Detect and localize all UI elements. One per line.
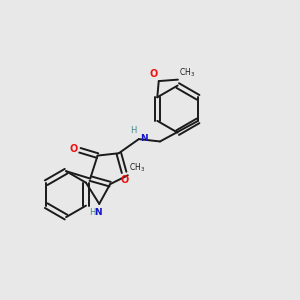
Text: N: N bbox=[140, 134, 148, 143]
Text: H: H bbox=[130, 126, 137, 135]
Text: CH$_3$: CH$_3$ bbox=[129, 162, 145, 174]
Text: N: N bbox=[94, 208, 102, 217]
Text: H: H bbox=[90, 208, 96, 217]
Text: O: O bbox=[150, 69, 158, 79]
Text: CH$_3$: CH$_3$ bbox=[179, 66, 195, 79]
Text: O: O bbox=[70, 144, 78, 154]
Text: O: O bbox=[121, 175, 129, 185]
